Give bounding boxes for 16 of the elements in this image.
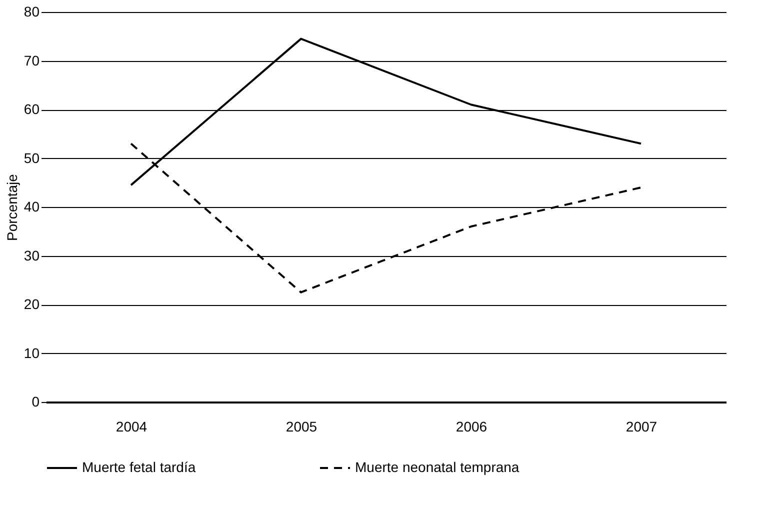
y-tick-label: 10 — [24, 344, 40, 361]
y-tick-label: 0 — [32, 394, 40, 410]
y-tick-label: 50 — [24, 150, 40, 166]
x-tick-label: 2007 — [626, 418, 658, 434]
x-tick-label: 2006 — [456, 418, 488, 434]
y-tick-label: 80 — [24, 4, 40, 20]
y-tick-label: 40 — [24, 198, 40, 214]
x-tick-label: 2004 — [116, 418, 148, 434]
legend-label: Muerte neonatal temprana — [355, 459, 520, 475]
y-axis-title: Porcentaje — [4, 174, 20, 241]
x-tick-label: 2005 — [286, 418, 318, 434]
legend-label: Muerte fetal tardía — [82, 459, 196, 475]
y-tick-label: 20 — [24, 296, 40, 312]
y-tick-label: 70 — [24, 52, 40, 68]
y-tick-label: 30 — [24, 247, 40, 264]
y-tick-label: 60 — [24, 101, 40, 117]
